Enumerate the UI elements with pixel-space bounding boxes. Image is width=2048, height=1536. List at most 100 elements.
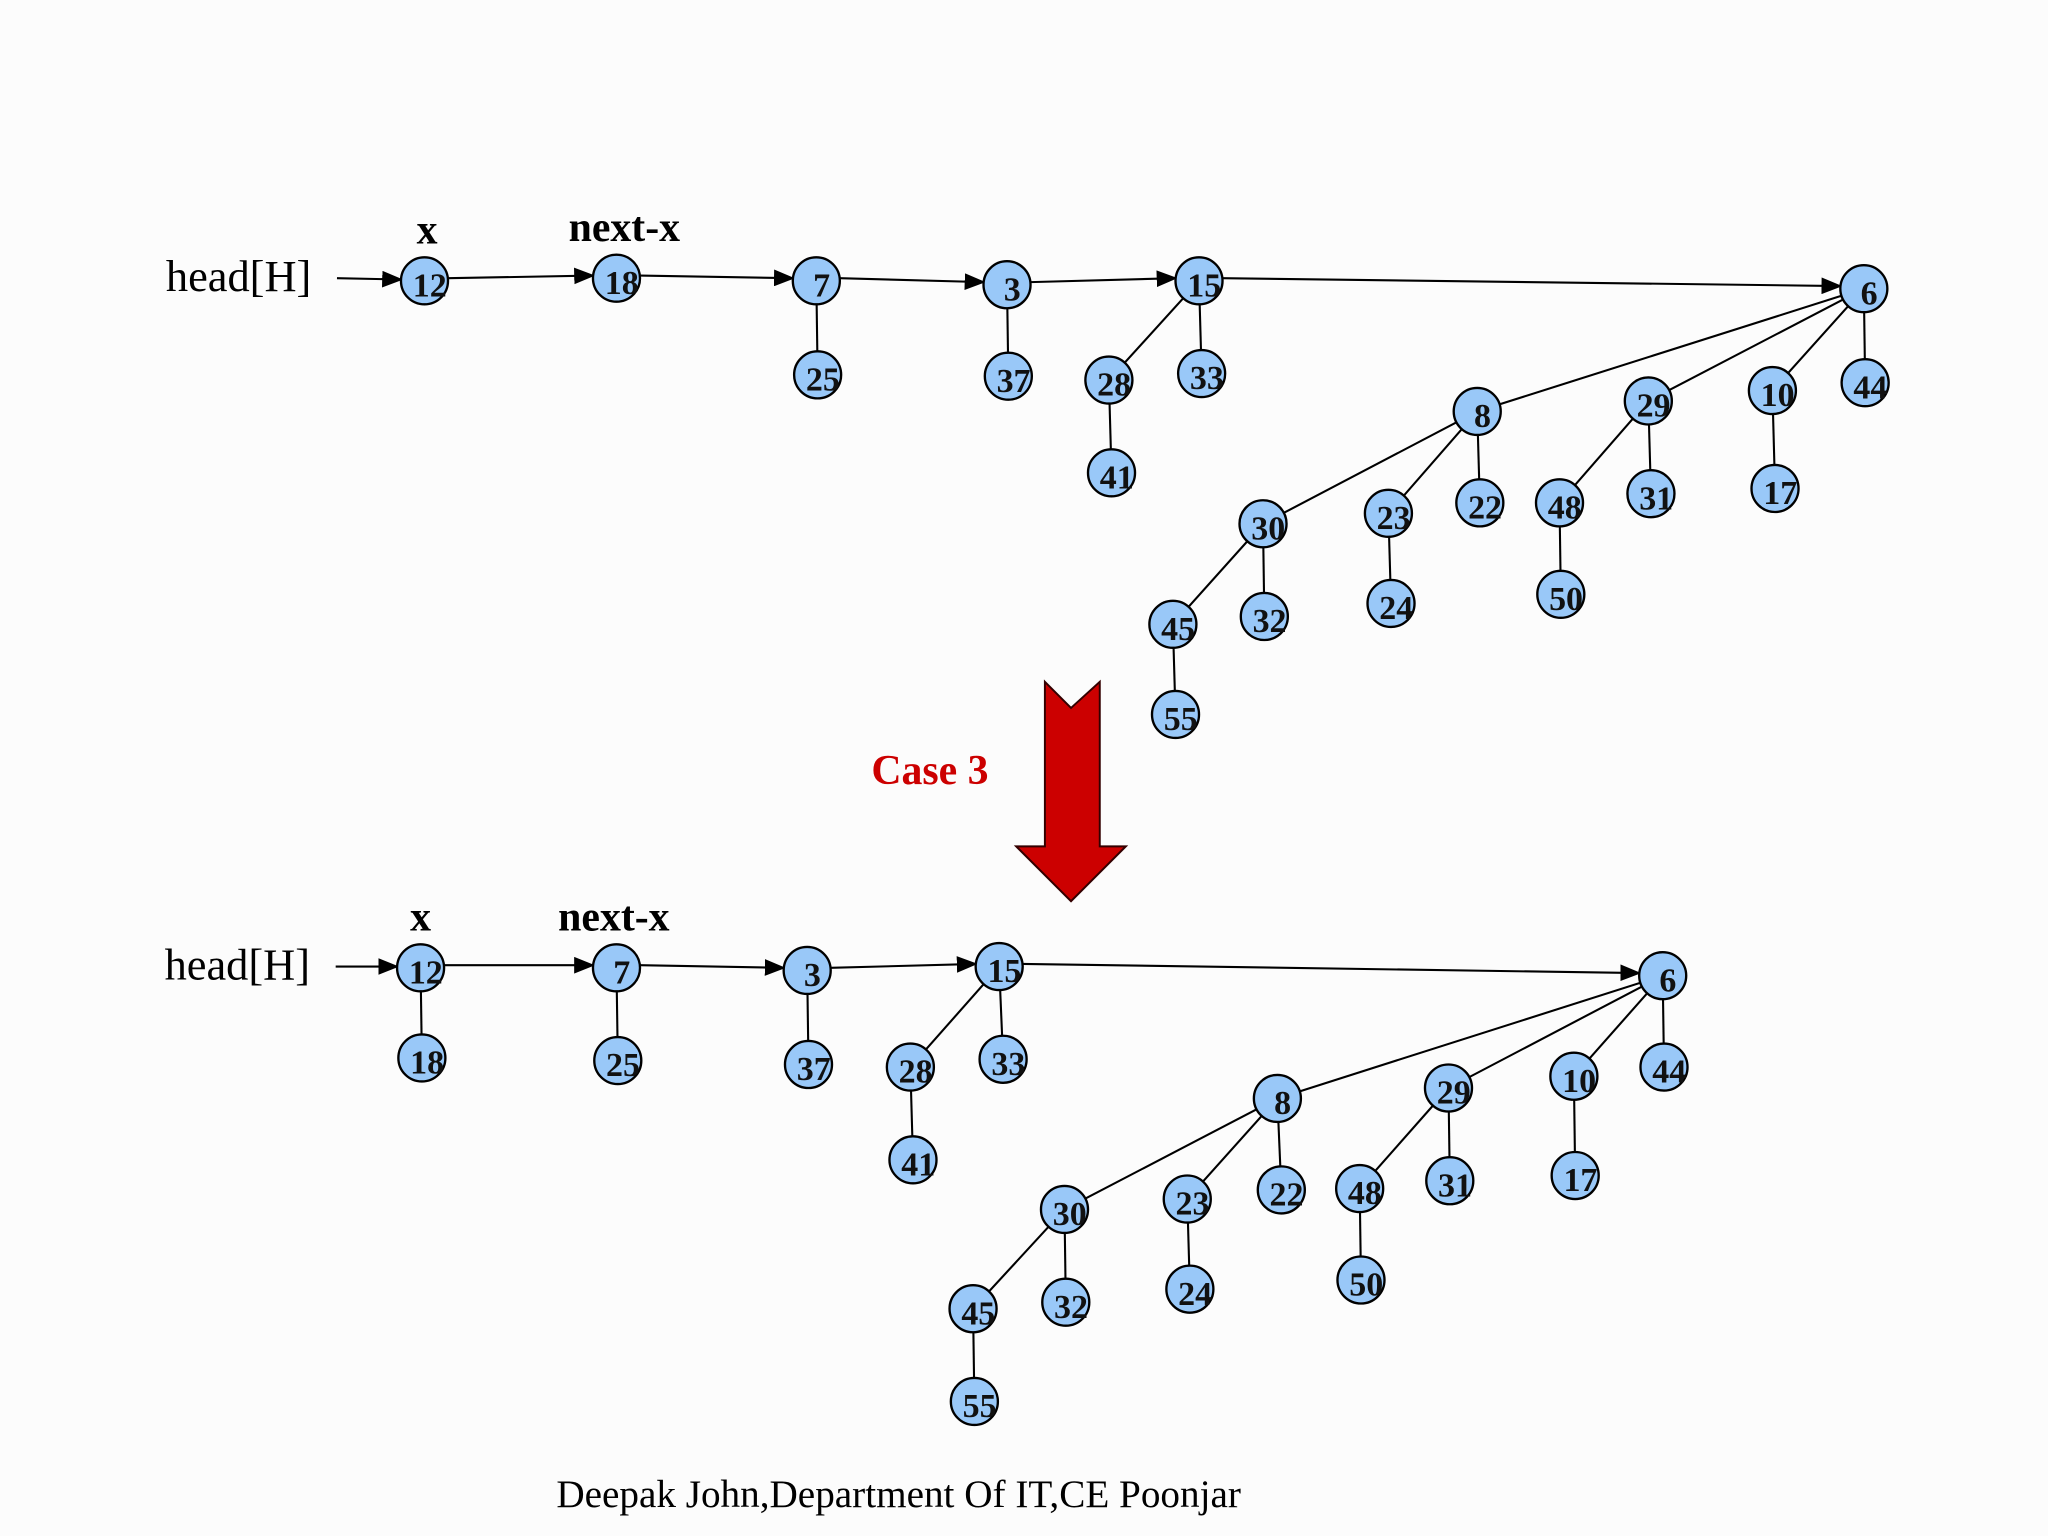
node bbox=[791, 256, 842, 306]
node bbox=[593, 1035, 643, 1086]
next-x-label: next-x bbox=[569, 205, 680, 251]
node bbox=[1366, 578, 1416, 629]
node bbox=[1039, 1184, 1090, 1235]
node-label: 45 bbox=[1161, 611, 1195, 648]
node-label: 48 bbox=[1348, 1175, 1382, 1212]
node bbox=[591, 253, 642, 303]
node bbox=[978, 1034, 1028, 1084]
node-label: 33 bbox=[991, 1046, 1025, 1083]
node bbox=[1252, 1073, 1303, 1124]
list-arrow bbox=[336, 270, 404, 288]
node bbox=[395, 943, 446, 993]
tree-edge bbox=[1277, 974, 1664, 1100]
node-label: 45 bbox=[961, 1295, 995, 1332]
node-label: 23 bbox=[1377, 500, 1411, 537]
list-arrow bbox=[639, 269, 795, 287]
node bbox=[1423, 1063, 1474, 1113]
node-label: 55 bbox=[1164, 701, 1198, 738]
node-label: 31 bbox=[1639, 480, 1673, 517]
tree-edge bbox=[1262, 410, 1478, 525]
node bbox=[1086, 448, 1137, 498]
node bbox=[1041, 1277, 1091, 1327]
node bbox=[1840, 358, 1890, 408]
node-label: 28 bbox=[899, 1054, 933, 1091]
node bbox=[983, 351, 1034, 401]
node-label: 15 bbox=[1187, 267, 1221, 304]
node bbox=[1452, 386, 1502, 437]
node-label: 37 bbox=[997, 363, 1031, 400]
node bbox=[1239, 591, 1290, 642]
node-label: 23 bbox=[1176, 1186, 1210, 1223]
node-label: 50 bbox=[1349, 1267, 1383, 1304]
node bbox=[1639, 1042, 1689, 1092]
node bbox=[1334, 1163, 1385, 1214]
node bbox=[1162, 1174, 1212, 1224]
node-label: 41 bbox=[901, 1146, 935, 1183]
node-label: 44 bbox=[1652, 1054, 1686, 1091]
node-label: 32 bbox=[1054, 1289, 1088, 1326]
node bbox=[1238, 499, 1288, 549]
node bbox=[1747, 365, 1798, 416]
node bbox=[1455, 478, 1505, 528]
node-label: 28 bbox=[1097, 367, 1131, 404]
node bbox=[591, 943, 642, 993]
node-label: 18 bbox=[410, 1045, 444, 1082]
node bbox=[782, 945, 832, 996]
node-label: 44 bbox=[1853, 369, 1887, 406]
list-arrow bbox=[1030, 270, 1178, 288]
node bbox=[1534, 478, 1585, 528]
head-label: head[H] bbox=[166, 251, 311, 301]
node bbox=[1839, 263, 1889, 314]
node-label: 8 bbox=[1274, 1085, 1291, 1122]
node bbox=[1363, 488, 1414, 538]
node bbox=[1626, 469, 1676, 519]
node-label: 25 bbox=[806, 361, 840, 398]
node-label: 50 bbox=[1549, 581, 1583, 618]
node-label: 22 bbox=[1270, 1177, 1304, 1214]
node bbox=[1256, 1165, 1306, 1215]
node bbox=[1084, 355, 1134, 405]
x-label: x bbox=[410, 894, 431, 940]
node-label: 25 bbox=[606, 1047, 640, 1084]
node-label: 8 bbox=[1474, 398, 1491, 435]
next-x-label: next-x bbox=[558, 894, 669, 940]
x-label: x bbox=[417, 207, 438, 253]
node-label: 30 bbox=[1053, 1196, 1087, 1233]
node-label: 37 bbox=[797, 1051, 831, 1088]
node-label: 29 bbox=[1437, 1075, 1471, 1112]
node-label: 10 bbox=[1562, 1063, 1596, 1100]
node bbox=[1638, 950, 1688, 1001]
node-label: 17 bbox=[1763, 475, 1797, 512]
list-arrow bbox=[1222, 277, 1843, 295]
node bbox=[1165, 1264, 1215, 1314]
node bbox=[1550, 1150, 1600, 1201]
list-arrow bbox=[830, 956, 978, 973]
node-label: 55 bbox=[963, 1388, 997, 1425]
head-label: head[H] bbox=[165, 939, 310, 989]
node bbox=[1336, 1255, 1386, 1305]
node-label: 12 bbox=[409, 954, 443, 991]
node bbox=[1425, 1156, 1475, 1206]
node-label: 22 bbox=[1468, 489, 1502, 526]
node bbox=[948, 1284, 998, 1334]
node bbox=[792, 350, 843, 400]
case-arrow bbox=[1013, 679, 1129, 903]
node bbox=[1174, 256, 1224, 306]
node-label: 30 bbox=[1251, 510, 1285, 547]
node-label: 10 bbox=[1761, 377, 1795, 414]
node bbox=[1750, 463, 1800, 514]
node-label: 29 bbox=[1637, 388, 1671, 425]
list-arrow bbox=[639, 959, 786, 976]
node-label: 33 bbox=[1190, 360, 1224, 397]
node-label: 3 bbox=[804, 957, 821, 994]
node bbox=[982, 260, 1032, 310]
node bbox=[399, 256, 450, 306]
tree-edge bbox=[1647, 287, 1865, 402]
node-label: 7 bbox=[813, 267, 830, 304]
node bbox=[1176, 348, 1227, 399]
node-label: 24 bbox=[1178, 1276, 1212, 1313]
tree-edge bbox=[1064, 1097, 1278, 1211]
node bbox=[397, 1033, 447, 1083]
node-label: 24 bbox=[1379, 590, 1413, 627]
